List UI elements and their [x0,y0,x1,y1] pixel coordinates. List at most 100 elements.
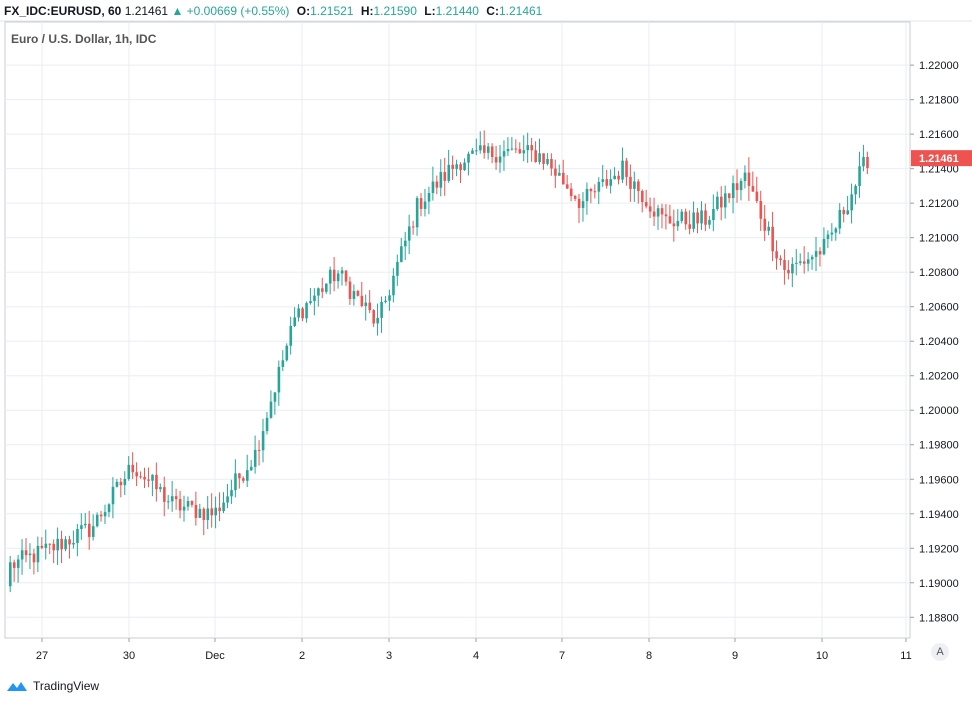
candle-body [660,208,664,215]
candle-body [641,190,644,203]
candle-body [668,216,672,224]
candle-body [858,166,861,186]
candle-body [810,256,814,260]
y-tick-label: 1.21400 [919,164,959,176]
candle-body [32,553,36,563]
y-tick-label: 1.20600 [919,302,959,314]
candle-body [644,202,648,207]
close-label: C: [486,4,499,18]
candle-body [767,226,771,231]
open-value: 1.21521 [310,4,354,18]
candle-body [573,195,577,199]
candle-body [12,562,16,568]
candle-body [637,181,640,191]
candle-body [826,234,830,240]
candle-body [135,472,139,477]
candle-body [862,156,865,167]
candle-body [716,196,719,209]
candle-body [352,291,356,299]
candle-body [704,210,707,225]
candle-body [510,148,514,150]
chart-subtitle: Euro / U.S. Dollar, 1h, IDC [11,32,157,46]
candle-body [107,504,111,513]
candle-body [423,201,427,209]
candle-body [534,150,537,163]
candle-body [625,160,628,177]
candle-body [356,291,360,296]
symbol-name[interactable]: FX_IDC:EURUSD, 60 [4,4,122,18]
candle-body [198,508,202,518]
candle-body [581,201,585,208]
candle-body [285,345,289,361]
candle-body [226,496,229,503]
candle-body [447,164,451,181]
candle-body [28,553,32,556]
y-tick-label: 1.21000 [919,233,959,245]
candle-body [546,159,549,164]
candle-body [479,145,482,151]
candle-body [443,172,447,181]
x-tick-label: 11 [900,650,911,662]
y-tick-label: 1.21600 [919,129,959,141]
candle-body [779,258,782,261]
x-tick-label: 10 [816,650,828,662]
candle-body [502,151,506,157]
y-tick-label: 1.22000 [919,60,959,72]
candle-body [68,539,71,545]
candle-body [9,562,12,587]
candle-body [265,417,269,432]
close-value: 1.21461 [498,4,543,18]
candle-body [194,504,198,518]
candle-body [475,150,478,152]
x-tick-label: 27 [36,650,48,662]
candle-body [380,302,383,318]
autoscale-button[interactable]: A [931,643,949,661]
y-tick-label: 1.19000 [919,578,959,590]
candle-body [854,185,857,195]
candle-body [151,474,154,481]
candle-body [652,211,656,217]
candle-body [435,181,439,188]
candle-body [806,259,810,264]
y-tick-label: 1.19600 [919,474,959,486]
x-tick-label: 2 [299,650,305,662]
candle-body [178,499,182,511]
candle-body [242,478,245,481]
candle-body [526,145,530,151]
candle-body [700,210,703,224]
candle-body [407,226,411,241]
candle-body [340,270,344,274]
candle-body [589,189,593,192]
candle-body [664,214,668,217]
candle-body [131,464,135,473]
candle-body [498,156,502,163]
y-tick-label: 1.21800 [919,95,959,107]
candle-body [147,479,150,481]
candle-body [743,172,747,181]
candle-body [317,288,320,296]
y-tick-label: 1.20200 [919,371,959,383]
candle-body [751,185,755,192]
tradingview-logo[interactable]: TradingView [6,676,99,696]
candle-body [261,431,265,451]
candle-body [281,360,285,367]
candle-body [605,179,609,186]
candle-body [562,172,565,185]
candle-body [80,525,83,529]
candle-body [747,172,751,186]
candle-body [392,275,395,296]
candle-body [431,181,435,194]
candle-body [400,246,403,262]
candle-body [739,180,743,191]
candle-body [190,501,194,505]
plot-area [4,21,911,639]
candle-body [332,269,336,282]
candle-body [506,149,510,152]
candle-body [538,153,541,163]
candle-body [388,295,391,301]
candle-body [16,559,20,568]
candle-body [791,263,794,274]
candle-body [384,300,387,303]
candle-body [455,164,458,169]
